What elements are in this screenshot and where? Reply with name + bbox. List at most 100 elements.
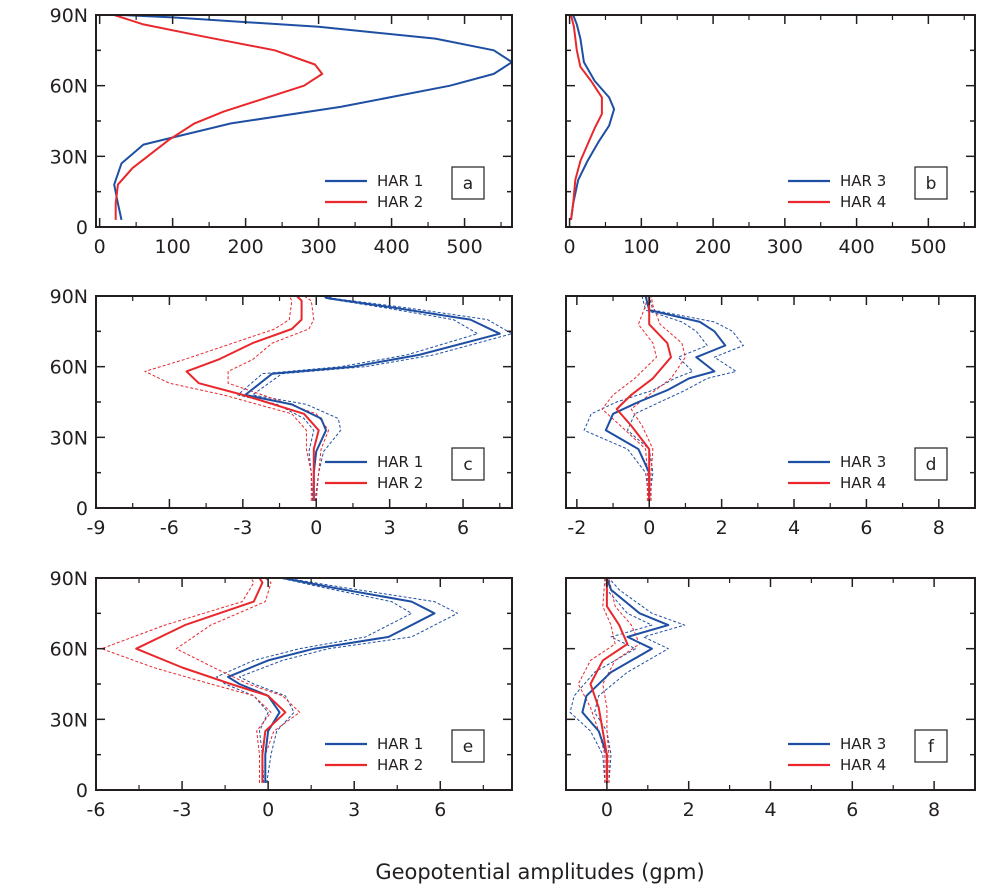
series-line-har-1 xyxy=(244,295,501,501)
series-line-band-har-4-band xyxy=(601,295,657,501)
plot-frame xyxy=(565,14,976,228)
series-line-har-4 xyxy=(589,578,629,783)
x-tick-label: 3 xyxy=(348,799,360,821)
plot-frame xyxy=(95,14,513,228)
x-tick-label: 200 xyxy=(227,236,263,258)
series-line-band-har-1-band xyxy=(216,577,413,783)
x-tick-label: 500 xyxy=(446,236,482,258)
series-line-har-2 xyxy=(113,14,324,220)
legend-label: HAR 2 xyxy=(377,756,423,774)
x-tick-label: 300 xyxy=(300,236,336,258)
x-tick-label: 100 xyxy=(154,236,190,258)
x-tick-label: -3 xyxy=(173,799,192,821)
series-line-band-har-2-band xyxy=(175,577,301,783)
x-tick-label: 0 xyxy=(601,799,613,821)
legend-label: HAR 3 xyxy=(840,735,886,753)
legend-label: HAR 3 xyxy=(840,172,886,190)
panel-tag-label: f xyxy=(928,737,935,757)
series-line-har-3 xyxy=(604,295,727,501)
plot-frame xyxy=(95,577,513,791)
legend-label: HAR 4 xyxy=(840,193,886,211)
y-tick-label: 0 xyxy=(76,498,88,520)
x-tick-label: 0 xyxy=(262,799,274,821)
series-line-band-har-2-band xyxy=(144,295,312,501)
x-tick-label: -6 xyxy=(160,517,179,539)
x-tick-label: 300 xyxy=(767,236,803,258)
series-line-har-4 xyxy=(570,14,603,221)
legend-label: HAR 3 xyxy=(840,453,886,471)
y-tick-label: 30N xyxy=(50,146,88,168)
panel-tag-box xyxy=(914,729,948,763)
x-tick-label: 0 xyxy=(94,236,106,258)
x-tick-label: -2 xyxy=(567,517,586,539)
panel-tag-box xyxy=(451,447,485,481)
x-tick-label: 3 xyxy=(384,517,396,539)
legend-label: HAR 2 xyxy=(377,474,423,492)
panel-tag-label: c xyxy=(463,455,472,475)
panel-b: 0 100 200 300 400 500 HAR 3 HAR 4 b xyxy=(564,14,976,258)
panel-f: 0 2 4 6 8 HAR 3 HAR 4 f xyxy=(565,577,976,821)
x-tick-label: 500 xyxy=(910,236,946,258)
y-tick-label: 60N xyxy=(50,357,88,379)
x-tick-label: -6 xyxy=(87,799,106,821)
legend-label: HAR 4 xyxy=(840,474,886,492)
y-tick-label: 0 xyxy=(76,217,88,239)
y-tick-label: 90N xyxy=(50,286,88,308)
panel-a: 0 100 200 300 400 500 0 30N 60N 90N HAR 1 HAR 2 a xyxy=(50,5,513,258)
x-tick-label: 400 xyxy=(838,236,874,258)
panel-tag-label: e xyxy=(463,737,473,757)
panel-tag-box xyxy=(914,447,948,481)
panel-tag-box xyxy=(914,166,948,200)
plot-frame xyxy=(95,295,513,509)
series-line-har-2 xyxy=(135,577,287,783)
series-line-band-har-3-band xyxy=(569,577,653,783)
x-tick-label: 4 xyxy=(788,517,800,539)
x-tick-label: 6 xyxy=(434,799,446,821)
plot-frame xyxy=(565,295,976,509)
panel-c: -9 -6 -3 0 3 6 0 30N 60N 90N HAR 1 HAR 2 c xyxy=(50,286,513,539)
legend-label: HAR 1 xyxy=(377,735,423,753)
y-tick-label: 30N xyxy=(50,709,88,731)
x-tick-label: 2 xyxy=(683,799,695,821)
series-line-band-har-2-band xyxy=(101,577,272,783)
panel-tag-box xyxy=(451,166,485,200)
series-line-har-3 xyxy=(570,14,616,221)
x-tick-label: -3 xyxy=(233,517,252,539)
y-tick-label: 60N xyxy=(50,76,88,98)
x-tick-label: 0 xyxy=(564,236,576,258)
series-line-har-4 xyxy=(615,296,672,501)
y-tick-label: 60N xyxy=(50,639,88,661)
x-tick-label: 200 xyxy=(695,236,731,258)
legend-label: HAR 1 xyxy=(377,172,423,190)
series-line-band-har-2-band xyxy=(227,295,329,501)
series-line-har-2 xyxy=(185,295,320,501)
x-tick-label: 6 xyxy=(457,517,469,539)
legend-label: HAR 1 xyxy=(377,453,423,471)
panel-e: -6 -3 0 3 6 0 30N 60N 90N HAR 1 HAR 2 e xyxy=(50,568,513,821)
panel-d: -2 0 2 4 6 8 HAR 3 HAR 4 d xyxy=(565,295,976,539)
panel-tag-label: d xyxy=(926,455,937,475)
series-line-har-1 xyxy=(113,14,513,221)
series-line-band-har-1-band xyxy=(238,577,458,783)
x-axis-label: Geopotential amplitudes (gpm) xyxy=(375,860,704,884)
legend-label: HAR 2 xyxy=(377,193,423,211)
x-tick-label: 100 xyxy=(623,236,659,258)
x-tick-label: 6 xyxy=(860,517,872,539)
panel-tag-label: a xyxy=(463,174,473,194)
legend-label: HAR 4 xyxy=(840,756,886,774)
x-tick-label: 8 xyxy=(928,799,940,821)
y-tick-label: 90N xyxy=(50,568,88,590)
x-tick-label: 0 xyxy=(643,517,655,539)
x-tick-label: 4 xyxy=(764,799,776,821)
y-tick-label: 90N xyxy=(50,5,88,27)
series-line-band-har-3-band xyxy=(594,577,686,783)
x-tick-label: 8 xyxy=(933,517,945,539)
y-tick-label: 0 xyxy=(76,780,88,802)
series-line-band-har-1-band xyxy=(237,295,479,501)
panel-tag-label: b xyxy=(926,174,937,194)
series-line-har-3 xyxy=(581,577,670,783)
series-line-band-har-4-band xyxy=(630,295,686,501)
x-tick-label: -9 xyxy=(87,517,106,539)
